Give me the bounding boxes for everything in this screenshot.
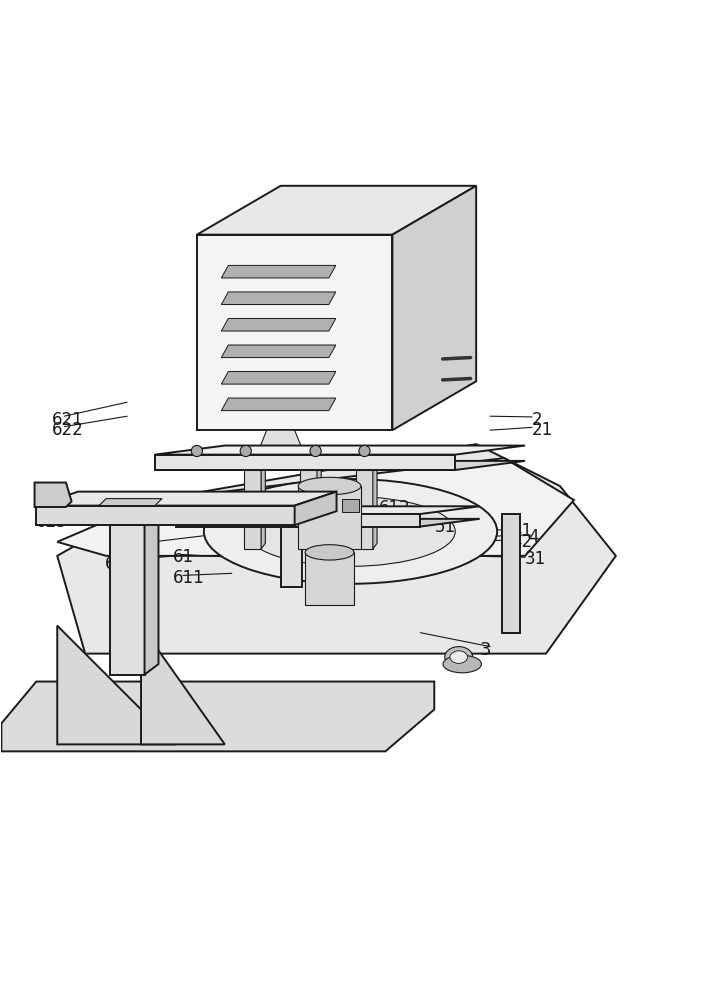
Circle shape	[191, 445, 203, 457]
Text: 51: 51	[435, 518, 456, 536]
Ellipse shape	[204, 479, 497, 584]
Polygon shape	[222, 398, 336, 411]
Text: 3: 3	[479, 641, 491, 659]
Text: 42: 42	[511, 533, 532, 551]
Polygon shape	[34, 483, 72, 507]
Polygon shape	[99, 499, 162, 506]
Bar	[342, 499, 359, 512]
Ellipse shape	[443, 655, 482, 673]
Polygon shape	[261, 464, 265, 549]
Text: 622: 622	[52, 421, 83, 439]
Text: 4: 4	[529, 528, 539, 546]
Ellipse shape	[450, 651, 468, 663]
Polygon shape	[57, 626, 176, 744]
Polygon shape	[222, 318, 336, 331]
Polygon shape	[222, 345, 336, 358]
Polygon shape	[57, 458, 574, 556]
Ellipse shape	[444, 647, 472, 668]
Polygon shape	[356, 470, 373, 549]
Polygon shape	[144, 515, 158, 675]
Text: 6: 6	[104, 555, 115, 573]
Text: 62: 62	[130, 538, 151, 556]
Polygon shape	[57, 444, 615, 654]
Bar	[203, 499, 219, 512]
Polygon shape	[176, 506, 479, 514]
Polygon shape	[503, 514, 520, 633]
Text: 621: 621	[52, 411, 83, 429]
Polygon shape	[141, 626, 225, 744]
Polygon shape	[294, 492, 336, 525]
Polygon shape	[222, 265, 336, 278]
Text: 612: 612	[379, 499, 410, 517]
Text: 2: 2	[532, 411, 543, 429]
Polygon shape	[155, 446, 525, 455]
Text: 611: 611	[172, 569, 204, 587]
Text: 625: 625	[36, 513, 68, 531]
Polygon shape	[155, 455, 455, 470]
Polygon shape	[176, 519, 479, 527]
Polygon shape	[393, 186, 476, 430]
Polygon shape	[197, 235, 393, 430]
Text: 31: 31	[525, 550, 546, 568]
Text: 21: 21	[532, 421, 553, 439]
Polygon shape	[36, 506, 294, 525]
Text: 41: 41	[511, 522, 532, 540]
Polygon shape	[280, 527, 301, 587]
Polygon shape	[222, 292, 336, 304]
Polygon shape	[1, 682, 435, 751]
Polygon shape	[222, 372, 336, 384]
Polygon shape	[260, 430, 301, 448]
Polygon shape	[197, 186, 476, 235]
Polygon shape	[300, 470, 317, 549]
Polygon shape	[245, 470, 261, 549]
Polygon shape	[109, 525, 144, 675]
Circle shape	[359, 445, 370, 457]
Circle shape	[240, 445, 252, 457]
Circle shape	[310, 445, 321, 457]
Polygon shape	[373, 464, 377, 549]
Text: 61: 61	[172, 548, 193, 566]
Bar	[272, 499, 289, 512]
Ellipse shape	[298, 477, 361, 495]
Polygon shape	[36, 492, 336, 506]
Polygon shape	[155, 461, 525, 470]
Polygon shape	[176, 514, 421, 527]
Polygon shape	[305, 552, 354, 605]
Polygon shape	[298, 486, 361, 549]
Polygon shape	[317, 464, 321, 549]
Ellipse shape	[305, 545, 354, 560]
Ellipse shape	[246, 497, 455, 566]
